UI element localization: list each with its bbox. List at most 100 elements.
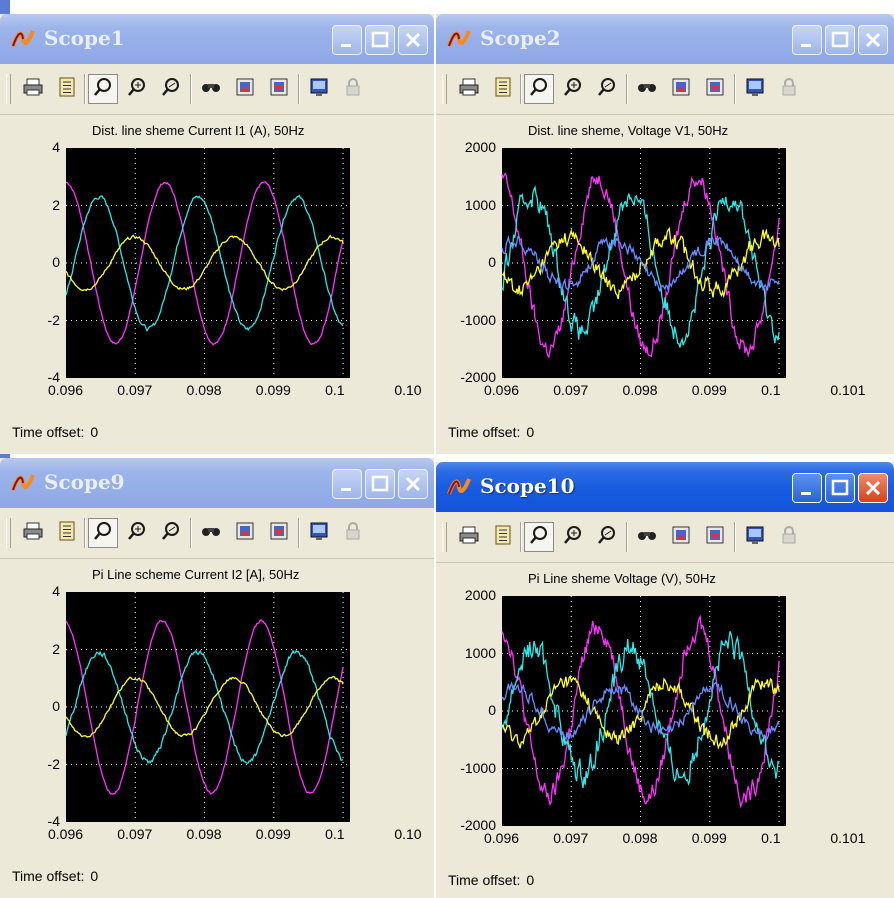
simulink-icon	[446, 474, 472, 500]
x-tick-label: 0.1	[761, 382, 781, 398]
y-tick-label: 0	[52, 698, 60, 714]
scope-traces	[501, 596, 786, 826]
maximize-button[interactable]	[365, 25, 395, 55]
trace-series-2	[65, 194, 344, 333]
zoom-button[interactable]	[88, 74, 118, 104]
save-axes-icon	[234, 76, 256, 103]
parameters-button[interactable]	[52, 518, 82, 548]
save-axes-button[interactable]	[666, 522, 696, 552]
scope-axes-area: Dist. line sheme Current I1 (A), 50Hz 4 2 0…	[0, 115, 434, 454]
zoom-x-button[interactable]	[558, 74, 588, 104]
print-button[interactable]	[454, 74, 484, 104]
zoom-x-button[interactable]	[558, 522, 588, 552]
restore-axes-button[interactable]	[264, 518, 294, 548]
print-button[interactable]	[18, 74, 48, 104]
scope-axes-area: Pi Line sheme Voltage (V), 50Hz 2000 1000 0…	[436, 563, 894, 898]
trace-series-2	[501, 631, 780, 788]
title-bar[interactable]: Scope10	[436, 462, 894, 512]
zoom-button[interactable]	[524, 74, 554, 104]
minimize-button[interactable]	[332, 25, 362, 55]
trace-series-2	[65, 649, 344, 765]
lock-button	[338, 518, 368, 548]
x-tick-label: 0.097	[117, 382, 153, 398]
maximize-button[interactable]	[365, 469, 395, 499]
scope-plot[interactable]	[501, 596, 786, 826]
floating-scope-button[interactable]	[304, 518, 334, 548]
maximize-button[interactable]	[825, 25, 855, 55]
x-tick-label: 0.099	[691, 382, 727, 398]
zoom-y-icon	[160, 520, 182, 547]
plot-title: Dist. line sheme Current I1 (A), 50Hz	[92, 123, 305, 138]
zoom-x-button[interactable]	[122, 518, 152, 548]
scope2-window: Scope2 Dist. line sheme, Voltage V1, 50Hz…	[436, 14, 894, 454]
close-button[interactable]	[398, 469, 428, 499]
autoscale-button[interactable]	[632, 522, 662, 552]
print-button[interactable]	[18, 518, 48, 548]
scope-plot[interactable]	[65, 148, 350, 378]
time-offset-label: Time offset:	[448, 872, 521, 888]
zoom-y-icon	[596, 76, 618, 103]
trace-series-4	[501, 680, 780, 742]
lock-icon	[778, 524, 800, 551]
close-button[interactable]	[398, 25, 428, 55]
y-tick-label: 1000	[464, 644, 496, 661]
floating-scope-button[interactable]	[740, 74, 770, 104]
lock-button	[338, 74, 368, 104]
lock-button	[774, 74, 804, 104]
floating-scope-button[interactable]	[740, 522, 770, 552]
zoom-x-icon	[126, 76, 148, 103]
time-offset: Time offset: 0	[448, 872, 534, 888]
minimize-button[interactable]	[792, 25, 822, 55]
parameters-button[interactable]	[488, 522, 518, 552]
y-tick-label: -2	[47, 755, 60, 772]
parameters-button[interactable]	[52, 74, 82, 104]
floating-scope-button[interactable]	[304, 74, 334, 104]
x-tick-label: 0.1	[761, 830, 781, 846]
x-tick-label: 0.1	[325, 382, 345, 398]
save-axes-button[interactable]	[230, 74, 260, 104]
parameters-button[interactable]	[488, 74, 518, 104]
zoom-x-button[interactable]	[122, 74, 152, 104]
maximize-button[interactable]	[825, 473, 855, 503]
restore-axes-button[interactable]	[700, 522, 730, 552]
zoom-button[interactable]	[524, 522, 554, 552]
zoom-y-button[interactable]	[592, 74, 622, 104]
minimize-button[interactable]	[792, 473, 822, 503]
zoom-y-icon	[160, 76, 182, 103]
plot-title: Pi Line sheme Voltage (V), 50Hz	[528, 571, 716, 586]
zoom-icon	[528, 524, 550, 551]
x-tick-label: 0.096	[48, 826, 84, 842]
close-button[interactable]	[858, 25, 888, 55]
autoscale-button[interactable]	[196, 518, 226, 548]
title-bar[interactable]: Scope1	[0, 14, 434, 64]
trace-series-3	[65, 675, 344, 738]
time-offset-value: 0	[526, 424, 535, 440]
autoscale-button[interactable]	[632, 74, 662, 104]
title-bar[interactable]: Scope9	[0, 458, 434, 508]
scope-plot[interactable]	[501, 148, 786, 378]
minimize-button[interactable]	[332, 469, 362, 499]
save-axes-button[interactable]	[666, 74, 696, 104]
zoom-y-button[interactable]	[156, 518, 186, 548]
trace-series-3	[501, 226, 780, 300]
zoom-y-icon	[596, 524, 618, 551]
autoscale-icon	[200, 520, 222, 547]
autoscale-button[interactable]	[196, 74, 226, 104]
close-button[interactable]	[858, 473, 888, 503]
y-tick-label: 2000	[464, 587, 496, 603]
print-button[interactable]	[454, 522, 484, 552]
title-bar[interactable]: Scope2	[436, 14, 894, 64]
parameters-icon	[56, 520, 78, 547]
scope-plot[interactable]	[65, 592, 350, 822]
parameters-icon	[492, 524, 514, 551]
zoom-y-button[interactable]	[156, 74, 186, 104]
save-axes-button[interactable]	[230, 518, 260, 548]
autoscale-icon	[636, 524, 658, 551]
scope-traces	[65, 592, 350, 822]
restore-axes-button[interactable]	[264, 74, 294, 104]
restore-axes-button[interactable]	[700, 74, 730, 104]
window-title: Scope9	[44, 470, 125, 494]
toolbar-separator	[84, 518, 86, 548]
zoom-y-button[interactable]	[592, 522, 622, 552]
zoom-button[interactable]	[88, 518, 118, 548]
